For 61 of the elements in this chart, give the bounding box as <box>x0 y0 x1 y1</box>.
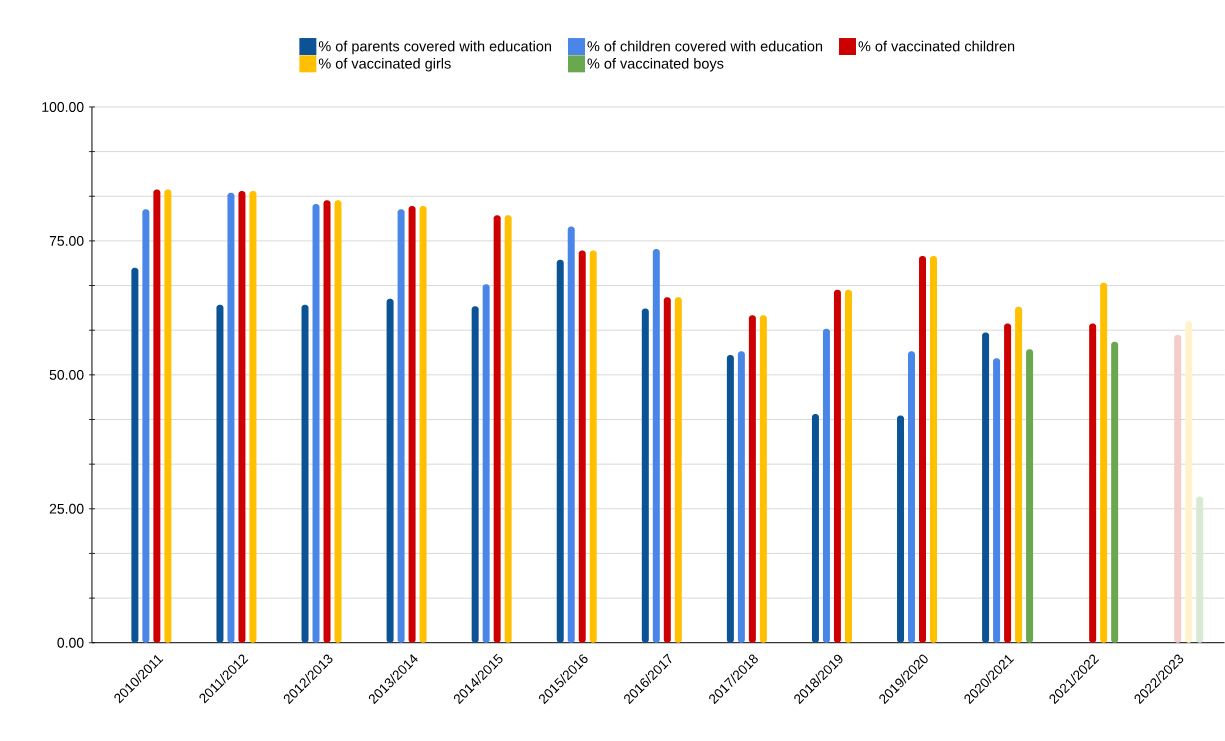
bar <box>334 200 342 643</box>
bar <box>164 189 172 643</box>
bar <box>844 289 852 643</box>
bar <box>408 206 416 643</box>
bar <box>811 414 819 643</box>
bar <box>471 306 479 643</box>
bar <box>737 351 745 643</box>
bar <box>759 315 767 643</box>
bar <box>131 267 139 643</box>
bar <box>748 315 756 643</box>
bar <box>142 209 150 643</box>
bar <box>1004 323 1012 643</box>
legend-label: % of children covered with education <box>587 40 823 52</box>
bar <box>982 332 990 643</box>
bar <box>833 289 841 643</box>
bar <box>1015 306 1023 643</box>
y-tick-label: 75.00 <box>49 236 84 246</box>
bar <box>227 192 235 643</box>
bar <box>1026 349 1034 643</box>
bar <box>323 200 331 643</box>
bar <box>504 215 512 643</box>
bar <box>1196 496 1204 643</box>
bar <box>419 206 427 643</box>
legend-label: % of vaccinated girls <box>318 58 451 72</box>
bar <box>386 298 394 643</box>
bar <box>249 191 257 643</box>
bar <box>312 204 320 643</box>
y-tick-label: 0.00 <box>57 637 84 648</box>
bar <box>726 355 734 643</box>
bar <box>578 250 586 643</box>
bar <box>216 304 224 643</box>
bar <box>674 297 682 643</box>
bar <box>482 284 490 643</box>
bar <box>930 256 938 643</box>
bar <box>1111 341 1119 643</box>
bar <box>1100 282 1108 643</box>
y-tick-label: 25.00 <box>49 503 84 514</box>
bar <box>397 209 405 643</box>
bar <box>556 259 564 643</box>
bar <box>153 189 161 643</box>
bar <box>301 304 309 643</box>
bar <box>641 308 649 643</box>
bar <box>493 215 501 643</box>
legend-label: % of vaccinated boys <box>587 58 724 72</box>
bar <box>589 250 597 643</box>
y-tick-label: 100.00 <box>42 102 84 113</box>
legend-label: % of vaccinated children <box>858 40 1015 52</box>
bar <box>238 191 246 643</box>
legend-label: % of parents covered with education <box>318 40 552 55</box>
bar <box>993 358 1001 643</box>
bar <box>822 328 830 643</box>
bar <box>908 351 916 643</box>
bar <box>1089 323 1097 643</box>
bar <box>1174 334 1182 643</box>
y-tick-label: 50.00 <box>49 370 84 380</box>
bar <box>567 226 575 643</box>
bar <box>652 249 660 643</box>
bar <box>919 256 927 643</box>
bar <box>1185 321 1193 643</box>
bar <box>897 415 905 643</box>
bar <box>663 297 671 643</box>
